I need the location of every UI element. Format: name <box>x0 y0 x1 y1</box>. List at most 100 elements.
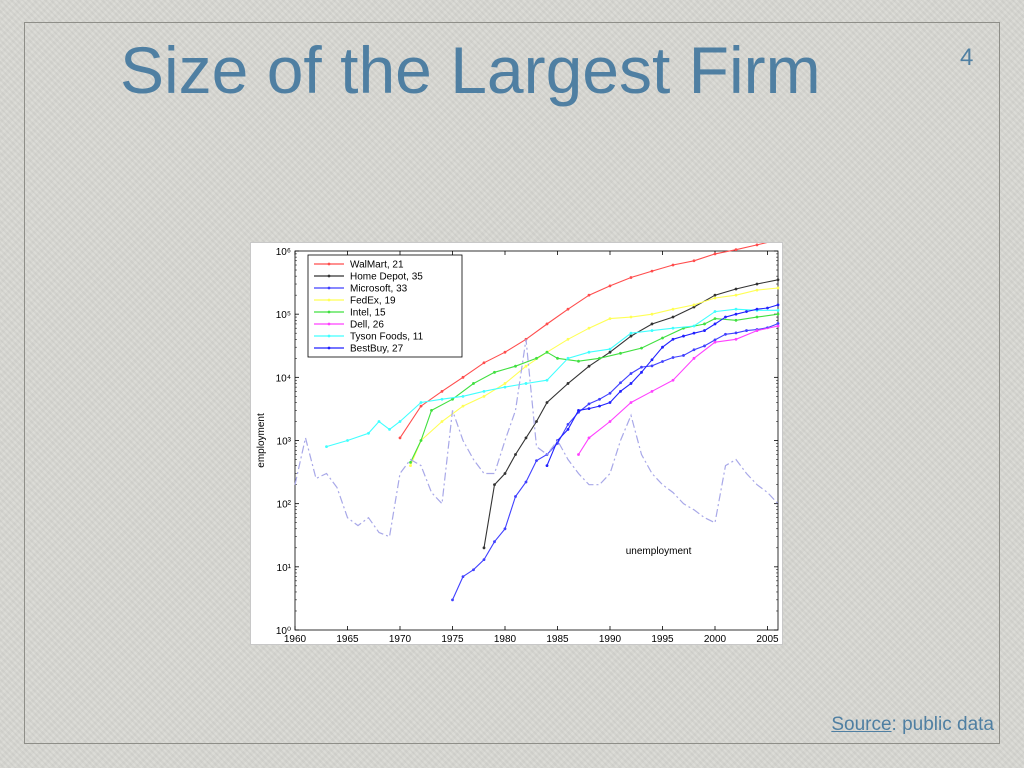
legend-box <box>307 254 463 358</box>
series-line <box>451 323 779 601</box>
data-point <box>776 324 780 328</box>
data-point <box>661 360 664 363</box>
data-point <box>440 389 444 393</box>
data-point <box>398 436 402 440</box>
data-point <box>398 420 402 423</box>
data-point <box>503 527 507 531</box>
source-link[interactable]: Source <box>831 714 892 735</box>
data-point <box>776 286 780 290</box>
data-point <box>629 401 633 404</box>
data-point <box>608 401 612 404</box>
y-tick-label: 10⁰ <box>276 626 291 637</box>
data-point <box>640 346 643 350</box>
data-point <box>472 568 475 572</box>
data-point <box>776 303 780 307</box>
data-point <box>493 540 496 544</box>
data-point <box>482 361 486 365</box>
data-point <box>713 296 717 300</box>
data-point <box>493 370 496 374</box>
legend-label: Home Depot, 35 <box>350 272 423 283</box>
legend-label: FedEx, 19 <box>350 296 396 307</box>
data-point <box>419 401 423 404</box>
source-note: Source: public data <box>831 714 994 736</box>
data-point <box>514 495 517 498</box>
data-point <box>608 350 612 354</box>
unemployment-annotation: unemployment <box>626 546 692 557</box>
data-point <box>608 284 612 288</box>
data-point <box>566 356 570 360</box>
data-point <box>671 337 675 341</box>
data-point <box>346 439 349 442</box>
data-point <box>734 312 738 316</box>
data-point <box>692 324 696 328</box>
data-point <box>734 307 738 311</box>
data-point <box>535 459 538 463</box>
data-point <box>713 310 717 313</box>
data-point <box>587 436 591 440</box>
data-point <box>419 404 423 408</box>
data-point <box>650 269 654 273</box>
data-point <box>734 293 738 297</box>
data-point <box>755 315 759 319</box>
data-point <box>650 322 654 326</box>
legend-marker <box>327 310 331 314</box>
legend-marker <box>327 334 331 338</box>
data-point <box>692 305 696 309</box>
data-point <box>713 252 717 256</box>
x-tick-label: 1965 <box>336 634 359 644</box>
data-point <box>524 436 528 440</box>
legend-label: WalMart, 21 <box>350 260 404 271</box>
data-point <box>650 329 654 332</box>
data-point <box>619 381 622 385</box>
data-point <box>566 382 570 385</box>
data-point <box>503 385 507 389</box>
data-point <box>566 427 570 431</box>
legend-label: Tyson Foods, 11 <box>350 332 424 343</box>
data-point <box>325 445 328 449</box>
data-point <box>619 351 622 355</box>
data-point <box>503 472 507 475</box>
data-point <box>409 464 412 468</box>
data-point <box>545 322 549 326</box>
data-point <box>629 382 633 385</box>
data-point <box>503 382 507 385</box>
data-point <box>682 334 685 338</box>
data-point <box>482 558 486 562</box>
data-point <box>640 370 643 374</box>
x-tick-label: 1980 <box>494 634 517 644</box>
series-line <box>326 308 778 448</box>
data-point <box>545 350 549 354</box>
data-point <box>577 408 580 412</box>
data-point <box>493 483 496 487</box>
data-point <box>367 431 370 435</box>
data-point <box>587 326 591 330</box>
data-point <box>503 350 507 354</box>
legend-marker <box>327 298 331 302</box>
data-point <box>472 382 475 385</box>
data-point <box>524 480 528 484</box>
x-tick-label: 1970 <box>389 634 412 644</box>
data-point <box>524 364 528 368</box>
data-point <box>671 326 675 330</box>
data-point <box>419 439 423 442</box>
slide-number: 4 <box>960 44 974 71</box>
data-point <box>692 259 696 263</box>
data-point <box>524 382 528 385</box>
y-tick-label: 10⁶ <box>276 247 291 258</box>
data-point <box>608 391 612 395</box>
data-point <box>461 575 465 579</box>
data-point <box>629 331 633 335</box>
data-point <box>755 288 759 292</box>
data-point <box>461 394 465 398</box>
y-tick-label: 10³ <box>277 437 292 448</box>
data-point <box>671 315 675 319</box>
data-point <box>545 464 549 468</box>
x-tick-label: 2005 <box>756 634 779 644</box>
data-point <box>713 293 717 297</box>
x-tick-label: 1985 <box>546 634 569 644</box>
source-text: : public data <box>891 714 994 735</box>
data-point <box>587 407 591 410</box>
x-tick-label: 2000 <box>704 634 727 644</box>
chart-svg: 10⁰ 10¹ 10² 10³ 10⁴ 10⁵ 10⁶ 1960 1965 1970 1975 198… <box>256 243 780 644</box>
legend-label: Intel, 15 <box>350 308 386 319</box>
